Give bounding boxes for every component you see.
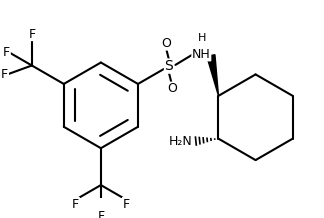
Text: NH: NH [192, 48, 211, 61]
Text: O: O [161, 37, 171, 50]
Text: S: S [165, 59, 173, 73]
Text: F: F [97, 210, 104, 218]
Text: F: F [28, 27, 35, 41]
Text: O: O [167, 82, 177, 95]
Text: H: H [198, 33, 207, 43]
Text: F: F [72, 198, 79, 211]
Text: F: F [3, 46, 10, 60]
Text: F: F [1, 68, 8, 80]
Text: F: F [122, 198, 130, 211]
Text: H₂N: H₂N [169, 135, 193, 148]
Polygon shape [207, 55, 218, 96]
